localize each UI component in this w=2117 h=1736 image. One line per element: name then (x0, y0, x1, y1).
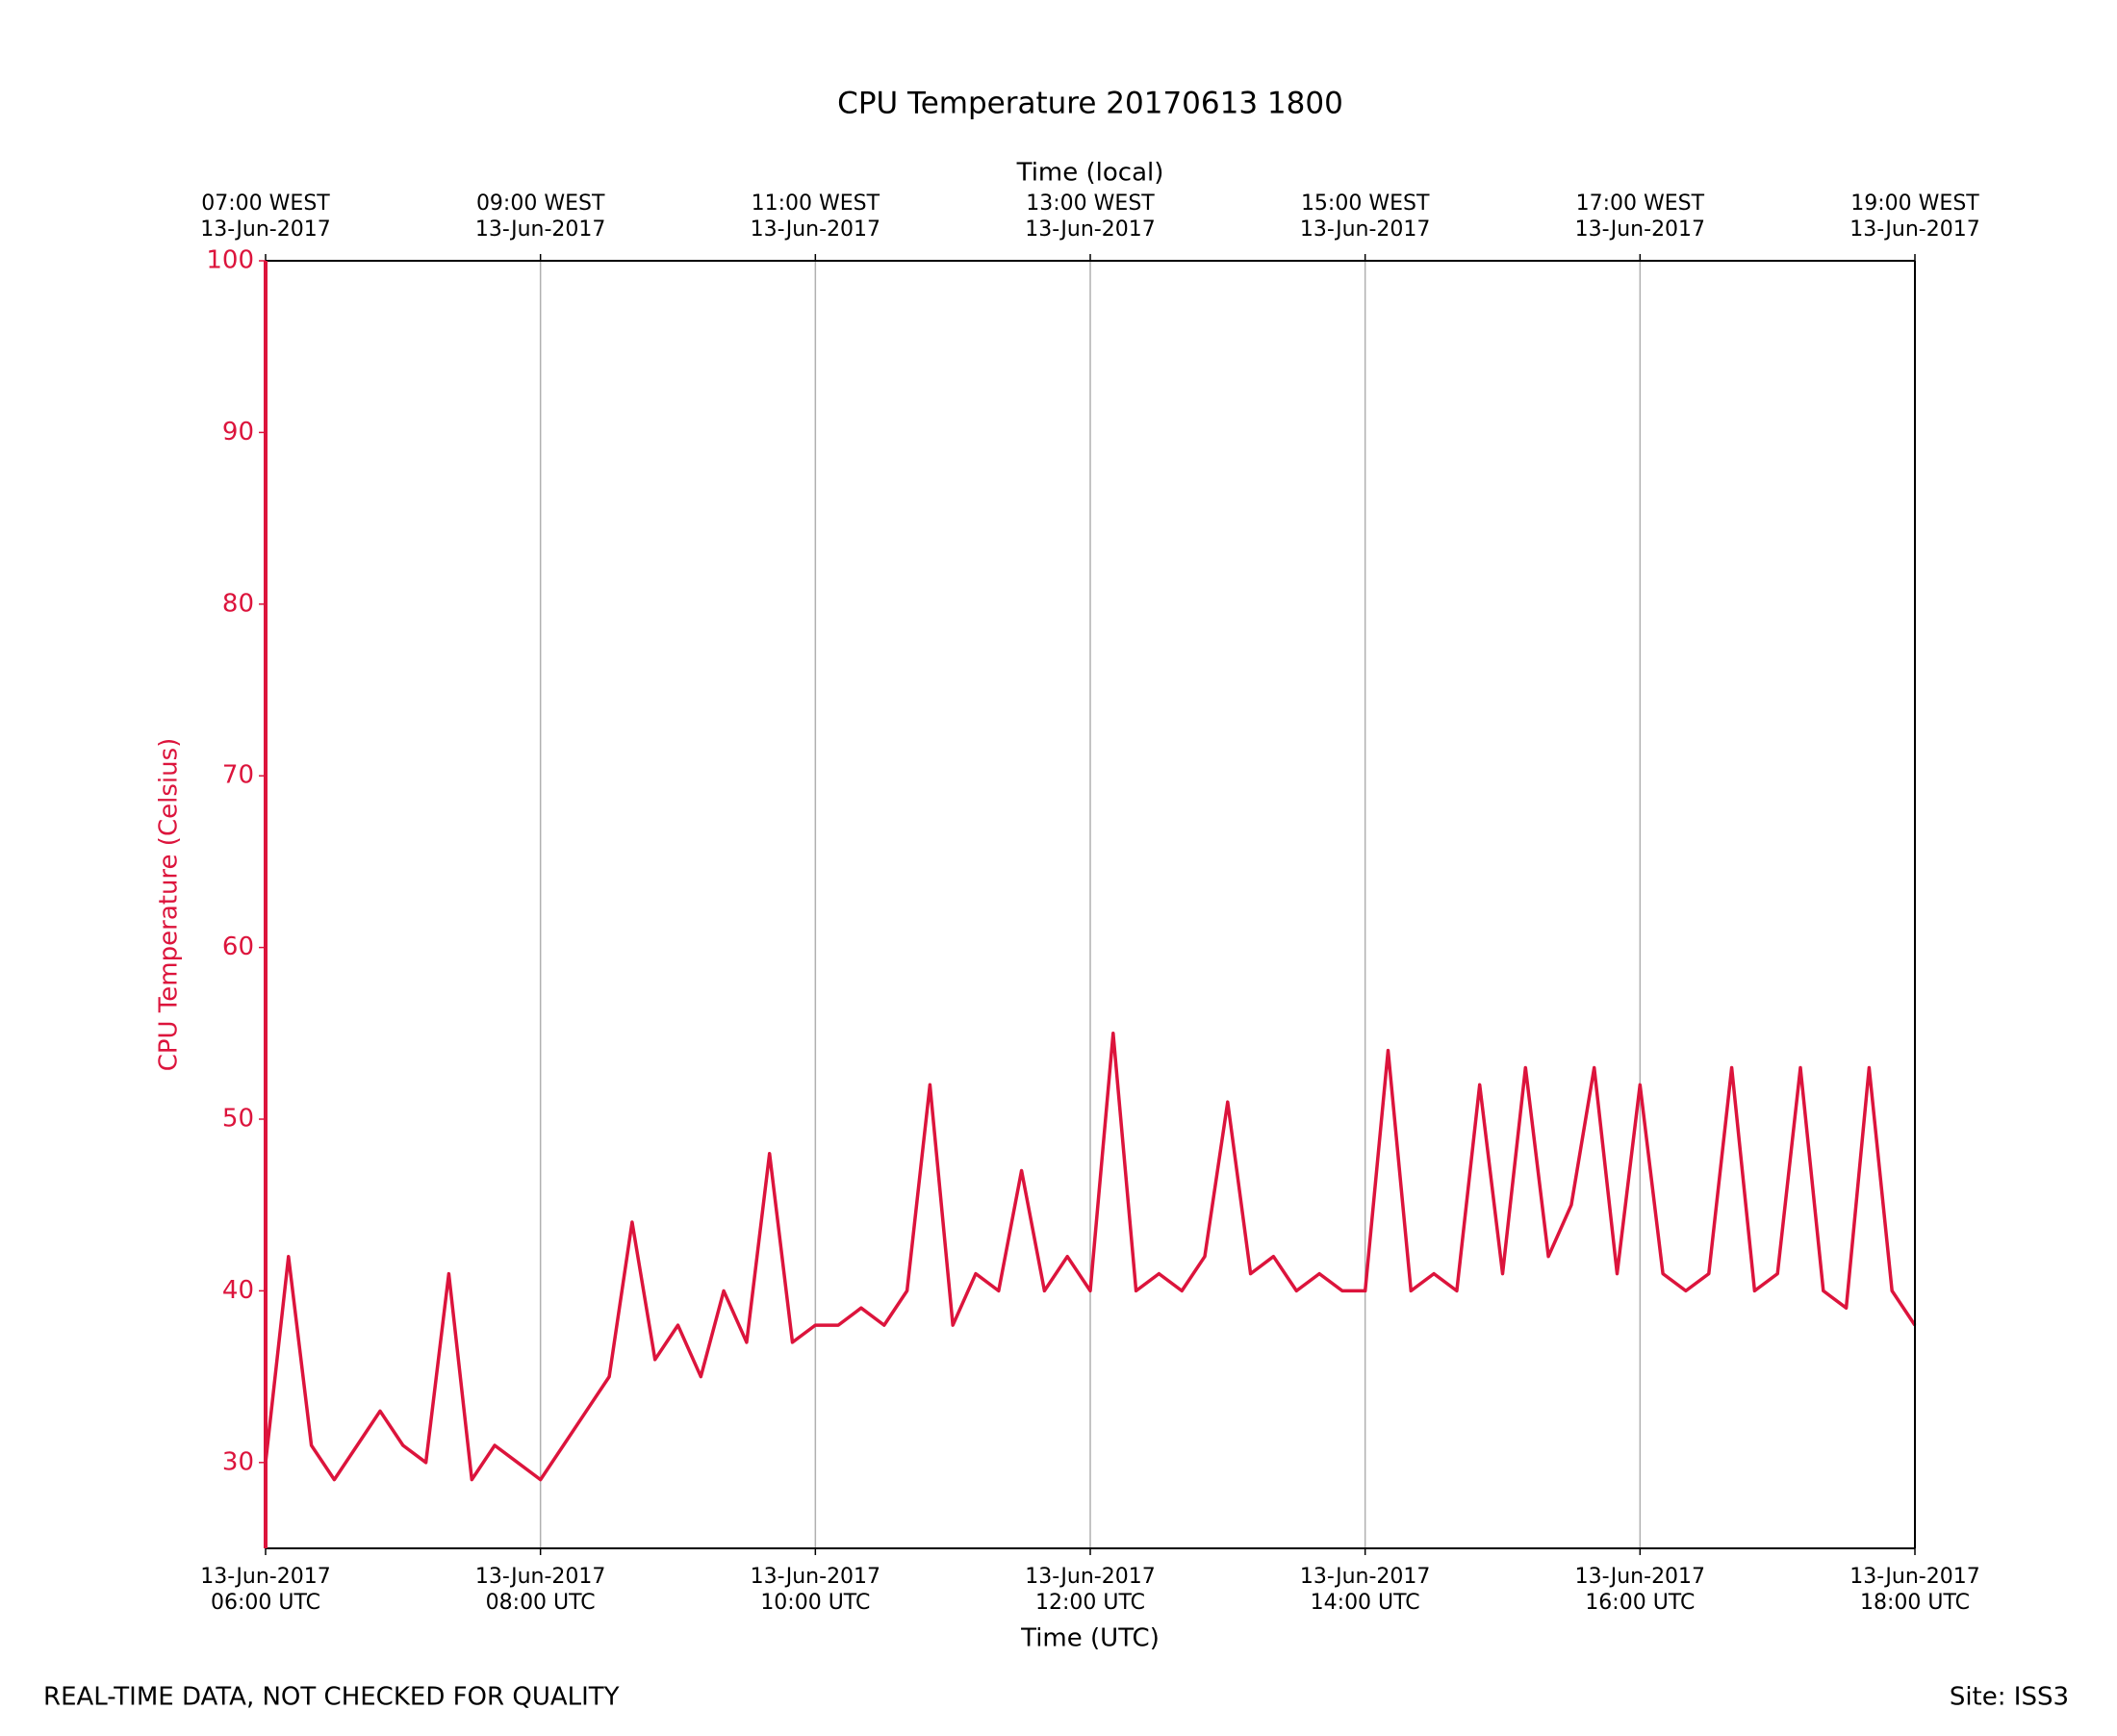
x2-tick-label: 13-Jun-2017 (1300, 217, 1430, 242)
data-line (264, 1032, 1917, 1482)
y-tick-label: 60 (222, 932, 254, 961)
footer-right: Site: ISS3 (1950, 1683, 2069, 1712)
x2-tick-label: 15:00 WEST (1301, 191, 1430, 216)
chart-title: CPU Temperature 20170613 1800 (837, 87, 1343, 121)
x2-tick-label: 11:00 WEST (752, 191, 880, 216)
x-tick-label: 08:00 UTC (486, 1591, 596, 1615)
x2-tick-label: 13-Jun-2017 (1025, 217, 1155, 242)
x-tick-label: 12:00 UTC (1035, 1591, 1145, 1615)
y-tick-label: 70 (222, 761, 254, 790)
x2-tick-label: 13-Jun-2017 (200, 217, 330, 242)
x-tick-label: 13-Jun-2017 (1575, 1565, 1705, 1589)
x2-tick-label: 13-Jun-2017 (1849, 217, 1979, 242)
footer-left: REAL-TIME DATA, NOT CHECKED FOR QUALITY (43, 1683, 620, 1712)
x-tick-label: 13-Jun-2017 (751, 1565, 880, 1589)
x-tick-label: 06:00 UTC (211, 1591, 320, 1615)
y-tick-label: 90 (222, 418, 254, 447)
x2-tick-label: 09:00 WEST (476, 191, 605, 216)
x2-axis-label: Time (local) (1016, 159, 1164, 188)
x2-tick-label: 17:00 WEST (1576, 191, 1705, 216)
y-tick-label: 100 (206, 246, 254, 275)
x2-tick-label: 13-Jun-2017 (1575, 217, 1705, 242)
x-axis-label: Time (UTC) (1020, 1624, 1160, 1653)
y-tick-label: 80 (222, 589, 254, 618)
x-tick-label: 13-Jun-2017 (1025, 1565, 1155, 1589)
x2-tick-label: 13-Jun-2017 (751, 217, 880, 242)
x-tick-label: 13-Jun-2017 (200, 1565, 330, 1589)
x2-tick-label: 13:00 WEST (1026, 191, 1155, 216)
x2-tick-label: 07:00 WEST (201, 191, 330, 216)
y-tick-label: 40 (222, 1276, 254, 1305)
x-tick-label: 10:00 UTC (760, 1591, 870, 1615)
x2-tick-label: 19:00 WEST (1850, 191, 1979, 216)
y-tick-label: 30 (222, 1447, 254, 1476)
y-tick-label: 50 (222, 1105, 254, 1134)
x-tick-label: 14:00 UTC (1311, 1591, 1420, 1615)
x-tick-label: 13-Jun-2017 (475, 1565, 605, 1589)
x2-tick-label: 13-Jun-2017 (475, 217, 605, 242)
x-tick-label: 13-Jun-2017 (1849, 1565, 1979, 1589)
x-tick-label: 13-Jun-2017 (1300, 1565, 1430, 1589)
x-tick-label: 16:00 UTC (1585, 1591, 1695, 1615)
y-axis-label: CPU Temperature (Celsius) (155, 738, 184, 1072)
x-tick-label: 18:00 UTC (1860, 1591, 1970, 1615)
